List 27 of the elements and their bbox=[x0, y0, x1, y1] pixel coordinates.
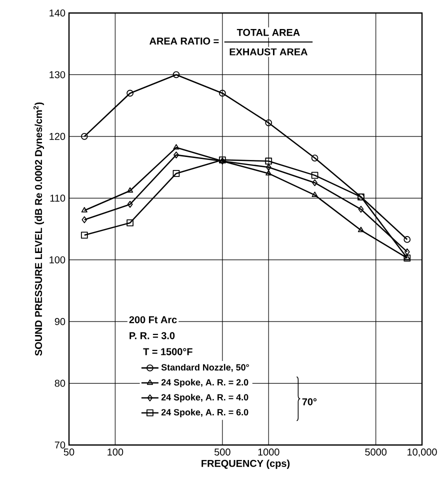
x-tick-label: 10,000 bbox=[408, 448, 437, 457]
legend-label: 24 Spoke, A. R. = 6.0 bbox=[161, 408, 248, 418]
annotation: AREA RATIO = bbox=[150, 38, 219, 45]
y-tick-label: 70 bbox=[54, 441, 66, 449]
y-tick-label: 80 bbox=[54, 380, 66, 387]
y-tick-label: 140 bbox=[50, 9, 66, 17]
annotation: 70° bbox=[302, 398, 317, 406]
y-tick-label: 100 bbox=[50, 256, 66, 264]
annotation: T = 1500°F bbox=[143, 348, 192, 356]
x-tick-label: 1000 bbox=[258, 448, 280, 456]
annotation: TOTAL AREA bbox=[236, 28, 300, 36]
annotation: EXHAUST AREA bbox=[230, 48, 308, 56]
y-axis-title: SOUND PRESSURE LEVEL (dB Re 0.0002 Dynes/cm$^{2}$) bbox=[33, 102, 44, 356]
x-tick-label: 5000 bbox=[365, 448, 387, 456]
legend-label: 24 Spoke, A. R. = 4.0 bbox=[161, 394, 248, 402]
y-tick-label: 130 bbox=[50, 71, 66, 78]
y-tick-label: 90 bbox=[54, 318, 66, 326]
annotation: P. R. = 3.0 bbox=[130, 332, 175, 340]
legend-label: 24 Spoke, A. R. = 2.0 bbox=[161, 378, 248, 388]
legend-label: Standard Nozzle, 50° bbox=[161, 364, 249, 372]
x-axis-title: FREQUENCY (cps) bbox=[202, 460, 290, 469]
y-tick-label: 120 bbox=[50, 132, 66, 140]
x-tick-label: 100 bbox=[108, 448, 124, 456]
annotation: 200 Ft Arc bbox=[129, 316, 177, 324]
x-tick-label: 500 bbox=[214, 448, 230, 456]
y-tick-label: 110 bbox=[50, 194, 66, 202]
x-tick-label: 50 bbox=[64, 448, 74, 456]
